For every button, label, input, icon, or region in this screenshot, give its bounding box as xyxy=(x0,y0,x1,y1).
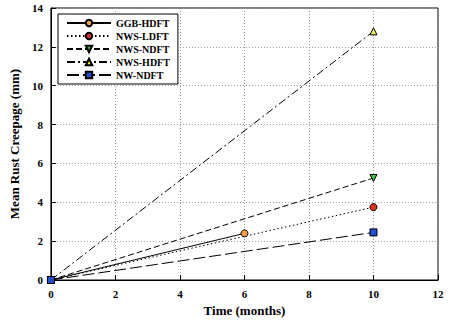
svg-text:2: 2 xyxy=(113,288,119,300)
svg-text:2: 2 xyxy=(37,235,43,247)
svg-text:6: 6 xyxy=(37,157,43,169)
svg-text:4: 4 xyxy=(37,196,43,208)
svg-text:12: 12 xyxy=(32,41,44,53)
svg-text:NWS-LDFT: NWS-LDFT xyxy=(116,31,169,42)
svg-text:10: 10 xyxy=(368,288,380,300)
svg-text:12: 12 xyxy=(433,288,445,300)
svg-text:6: 6 xyxy=(242,288,248,300)
svg-text:Time (months): Time (months) xyxy=(204,303,286,318)
svg-text:10: 10 xyxy=(32,80,44,92)
svg-text:8: 8 xyxy=(37,119,43,131)
svg-text:0: 0 xyxy=(48,288,54,300)
svg-text:0: 0 xyxy=(37,274,43,286)
svg-text:GGB-HDFT: GGB-HDFT xyxy=(116,18,170,29)
svg-text:8: 8 xyxy=(306,288,312,300)
svg-text:NW-NDFT: NW-NDFT xyxy=(116,70,164,81)
svg-text:NWS-HDFT: NWS-HDFT xyxy=(116,57,170,68)
svg-text:14: 14 xyxy=(32,2,44,14)
svg-text:Mean Rust Creepage (mm): Mean Rust Creepage (mm) xyxy=(7,69,22,219)
svg-text:NWS-NDFT: NWS-NDFT xyxy=(116,44,170,55)
svg-text:4: 4 xyxy=(177,288,183,300)
